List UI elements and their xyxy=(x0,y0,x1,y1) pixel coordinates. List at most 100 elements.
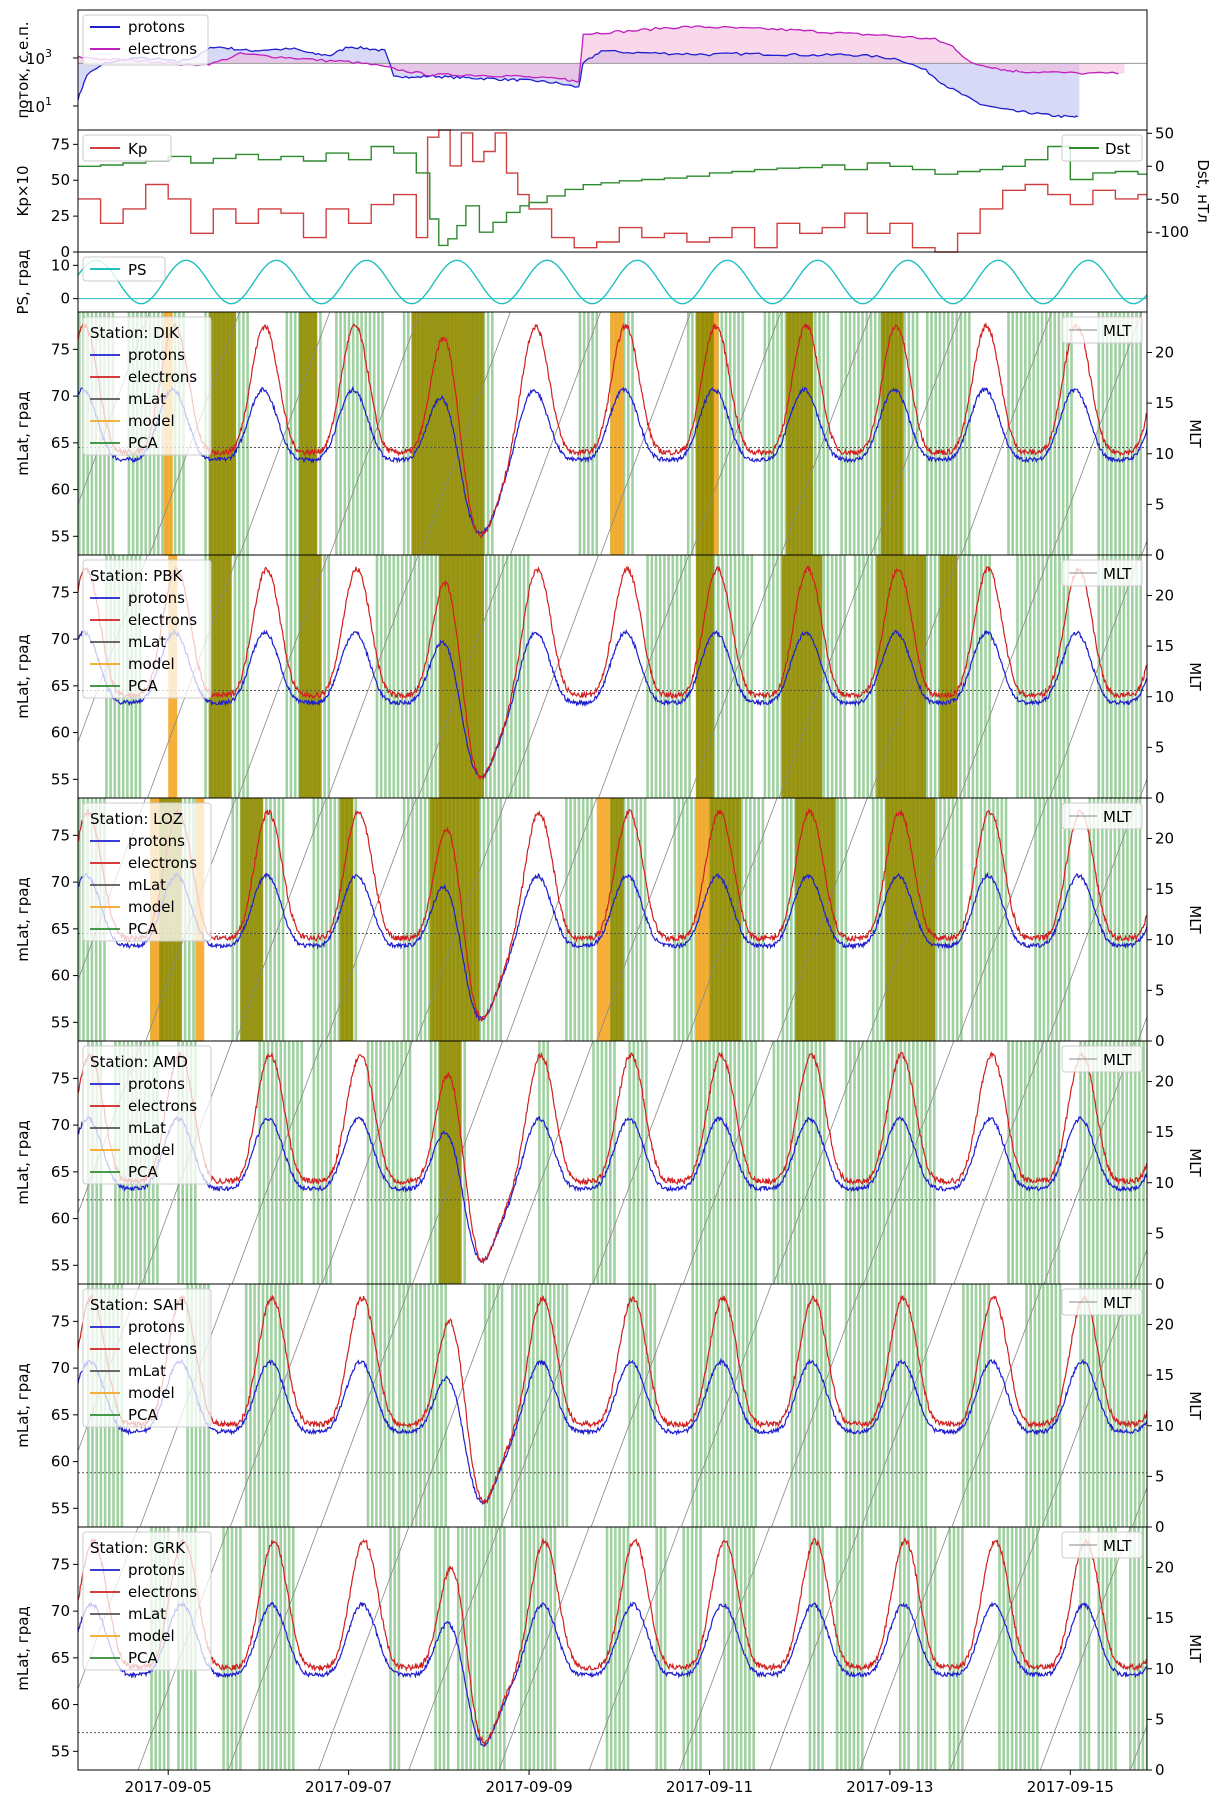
pca-stripe xyxy=(776,312,779,555)
pca-stripe xyxy=(820,1284,823,1527)
pca-stripe xyxy=(912,1284,915,1527)
pca-model-stripe xyxy=(443,555,445,798)
pca-stripe xyxy=(1101,798,1104,1041)
pca-stripe xyxy=(1033,555,1036,798)
pca-stripe xyxy=(1063,798,1067,1041)
pca-stripe xyxy=(78,798,81,1041)
kpdst-panel: 0 25 50 75 -100 -50 0 50 Kp×10 Dst, нТл Kp Dst xyxy=(14,124,1212,261)
pca-stripe xyxy=(296,1041,299,1284)
pca-stripe xyxy=(1024,312,1027,555)
mlt-ytick-label: 0 xyxy=(1155,1032,1165,1050)
pca-stripe xyxy=(667,555,670,798)
pca-stripe xyxy=(1083,1041,1087,1284)
pca-model-band xyxy=(208,555,232,798)
pca-stripe xyxy=(886,1041,890,1284)
pca-stripe xyxy=(1038,798,1041,1041)
pca-stripe xyxy=(430,555,433,798)
pca-stripe xyxy=(397,1527,401,1770)
pca-stripe xyxy=(1125,1284,1129,1527)
pca-model-stripe xyxy=(708,555,710,798)
pca-stripe xyxy=(708,1041,711,1284)
pca-stripe xyxy=(278,1284,282,1527)
pca-stripe xyxy=(776,1041,780,1284)
pca-stripe xyxy=(934,312,937,555)
pca-stripe xyxy=(1131,312,1134,555)
mlt-ylabel: MLT xyxy=(1186,662,1204,691)
station-panel: 55 60 65 70 75 0 5 10 15 20 mLat, град MLT Station: … xyxy=(14,1040,1204,1293)
pca-stripe xyxy=(1133,1284,1137,1527)
pca-stripe xyxy=(865,312,869,555)
pca-stripe xyxy=(673,798,676,1041)
pca-stripe xyxy=(690,1527,694,1770)
pca-stripe xyxy=(523,1284,527,1527)
pca-stripe xyxy=(1126,555,1130,798)
pca-stripe xyxy=(852,1527,856,1770)
mlat-ytick-label: 55 xyxy=(51,770,70,788)
xtick-label: 2017-09-05 xyxy=(125,1778,212,1796)
pca-stripe xyxy=(974,1284,978,1527)
mlt-ytick-label: 5 xyxy=(1155,1224,1165,1242)
pca-stripe xyxy=(1049,312,1052,555)
mlat-ytick-label: 55 xyxy=(51,1742,70,1760)
pca-model-stripe xyxy=(811,312,813,555)
pca-stripe xyxy=(1042,798,1046,1041)
pca-model-stripe xyxy=(343,798,345,1041)
electrons-line xyxy=(78,807,1147,1023)
mlat-ytick-label: 70 xyxy=(51,630,70,648)
pca-model-stripe xyxy=(952,555,954,798)
pca-stripe xyxy=(627,798,630,1041)
pca-stripe xyxy=(578,312,582,555)
pca-stripe xyxy=(1015,312,1019,555)
pca-stripe xyxy=(899,1041,902,1284)
pca-stripe xyxy=(843,555,846,798)
pca-model-stripe xyxy=(463,798,465,1041)
pca-stripe xyxy=(411,798,414,1041)
pca-stripe xyxy=(983,1284,986,1527)
pca-model-stripe xyxy=(438,1041,440,1284)
pca-stripe xyxy=(988,555,991,798)
mlat-ytick-label: 65 xyxy=(51,1649,70,1667)
pca-stripe xyxy=(1117,1284,1120,1527)
pca-model-stripe xyxy=(897,555,899,798)
pca-model-stripe xyxy=(311,555,313,798)
pca-model-stripe xyxy=(315,312,317,555)
pca-model-stripe xyxy=(311,312,313,555)
pca-stripe xyxy=(528,1527,531,1770)
pca-model-stripe xyxy=(610,798,612,1041)
pca-stripe xyxy=(1029,1284,1032,1527)
pca-stripe xyxy=(952,1527,956,1770)
station-legend: Station: AMD protons electrons mLat model PCA xyxy=(82,1045,212,1185)
pca-stripe xyxy=(695,1041,699,1284)
pca-stripe xyxy=(415,1284,418,1527)
dst-ytick-label: -50 xyxy=(1155,190,1180,208)
pca-model-stripe xyxy=(893,798,895,1041)
pca-stripe xyxy=(510,555,513,798)
pca-stripe xyxy=(784,312,788,555)
pca-stripe xyxy=(1091,1041,1095,1284)
mlt-ytick-label: 20 xyxy=(1155,830,1174,848)
pca-stripe xyxy=(912,1041,915,1284)
pca-stripe xyxy=(746,1041,749,1284)
mlt-legend-label: MLT xyxy=(1103,808,1132,826)
pca-model-stripe xyxy=(914,555,916,798)
pca-stripe xyxy=(536,1527,540,1770)
pca-stripe xyxy=(1049,555,1053,798)
mlt-legend: MLT xyxy=(1061,1045,1143,1073)
pca-model-stripe xyxy=(931,798,933,1041)
pca-stripe xyxy=(1011,1041,1014,1284)
pca-model-stripe xyxy=(730,798,732,1041)
pca-stripe xyxy=(609,1527,613,1770)
pca-stripe xyxy=(735,1527,739,1770)
pca-model-stripe xyxy=(956,555,958,798)
pca-model-stripe xyxy=(229,312,231,555)
kpdst-frame xyxy=(77,129,1148,253)
station-legend-label: PCA xyxy=(128,1406,159,1424)
pca-stripe xyxy=(903,312,906,555)
pca-stripe xyxy=(632,1284,636,1527)
pca-stripe xyxy=(947,798,951,1041)
pca-stripe xyxy=(763,555,767,798)
pca-stripe xyxy=(428,798,431,1041)
pca-stripe xyxy=(1024,555,1028,798)
pca-stripe xyxy=(1112,1041,1116,1284)
